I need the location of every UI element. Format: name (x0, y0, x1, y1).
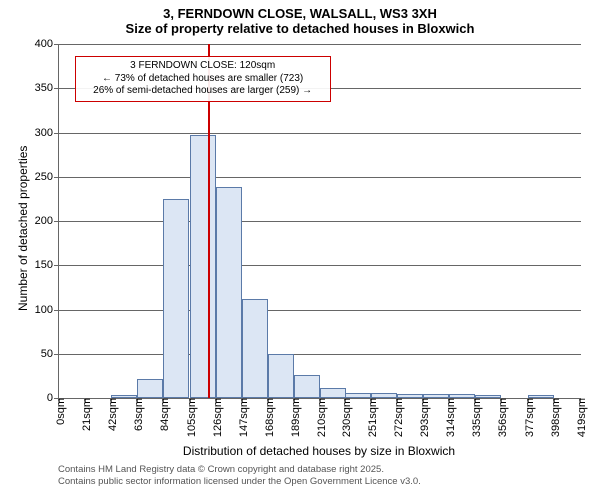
xtick-label: 168sqm (260, 398, 276, 437)
gridline-h (59, 265, 581, 266)
xtick-label: 84sqm (155, 398, 171, 431)
x-axis-title: Distribution of detached houses by size … (58, 444, 580, 458)
xtick-label: 251sqm (363, 398, 379, 437)
annotation-line: 26% of semi-detached houses are larger (… (81, 85, 325, 98)
ytick-mark (54, 265, 59, 266)
xtick-label: 126sqm (208, 398, 224, 437)
chart-container: 3, FERNDOWN CLOSE, WALSALL, WS3 3XH Size… (0, 0, 600, 500)
xtick-label: 377sqm (520, 398, 536, 437)
xtick-label: 230sqm (337, 398, 353, 437)
xtick-label: 189sqm (286, 398, 302, 437)
histogram-bar (216, 187, 242, 398)
histogram-bar (294, 375, 320, 398)
xtick-label: 419sqm (572, 398, 588, 437)
annotation-line: 3 FERNDOWN CLOSE: 120sqm (81, 60, 325, 73)
chart-subtitle: Size of property relative to detached ho… (0, 21, 600, 36)
xtick-label: 210sqm (312, 398, 328, 437)
xtick-label: 42sqm (103, 398, 119, 431)
xtick-label: 0sqm (51, 398, 67, 425)
xtick-label: 398sqm (546, 398, 562, 437)
xtick-label: 293sqm (415, 398, 431, 437)
histogram-bar (242, 299, 268, 398)
plot-area: 0501001502002503003504000sqm21sqm42sqm63… (58, 44, 581, 399)
annotation-box: 3 FERNDOWN CLOSE: 120sqm← 73% of detache… (75, 56, 331, 102)
footnote: Contains HM Land Registry data © Crown c… (58, 464, 421, 488)
xtick-label: 335sqm (467, 398, 483, 437)
ytick-mark (54, 88, 59, 89)
histogram-bar (163, 199, 189, 398)
y-axis-title: Number of detached properties (16, 146, 30, 311)
xtick-label: 147sqm (234, 398, 250, 437)
ytick-mark (54, 133, 59, 134)
xtick-label: 314sqm (441, 398, 457, 437)
xtick-label: 63sqm (129, 398, 145, 431)
ytick-mark (54, 354, 59, 355)
ytick-mark (54, 44, 59, 45)
xtick-label: 272sqm (389, 398, 405, 437)
histogram-bar (190, 135, 216, 398)
histogram-bar (137, 379, 163, 398)
xtick-label: 356sqm (493, 398, 509, 437)
ytick-mark (54, 221, 59, 222)
ytick-mark (54, 310, 59, 311)
gridline-h (59, 354, 581, 355)
footnote-line: Contains HM Land Registry data © Crown c… (58, 464, 421, 476)
gridline-h (59, 310, 581, 311)
histogram-bar (320, 388, 346, 398)
gridline-h (59, 177, 581, 178)
gridline-h (59, 133, 581, 134)
gridline-h (59, 44, 581, 45)
annotation-line: ← 73% of detached houses are smaller (72… (81, 73, 325, 86)
chart-title: 3, FERNDOWN CLOSE, WALSALL, WS3 3XH (0, 0, 600, 21)
gridline-h (59, 221, 581, 222)
ytick-mark (54, 177, 59, 178)
xtick-label: 105sqm (182, 398, 198, 437)
xtick-label: 21sqm (77, 398, 93, 431)
footnote-line: Contains public sector information licen… (58, 476, 421, 488)
histogram-bar (268, 354, 294, 398)
